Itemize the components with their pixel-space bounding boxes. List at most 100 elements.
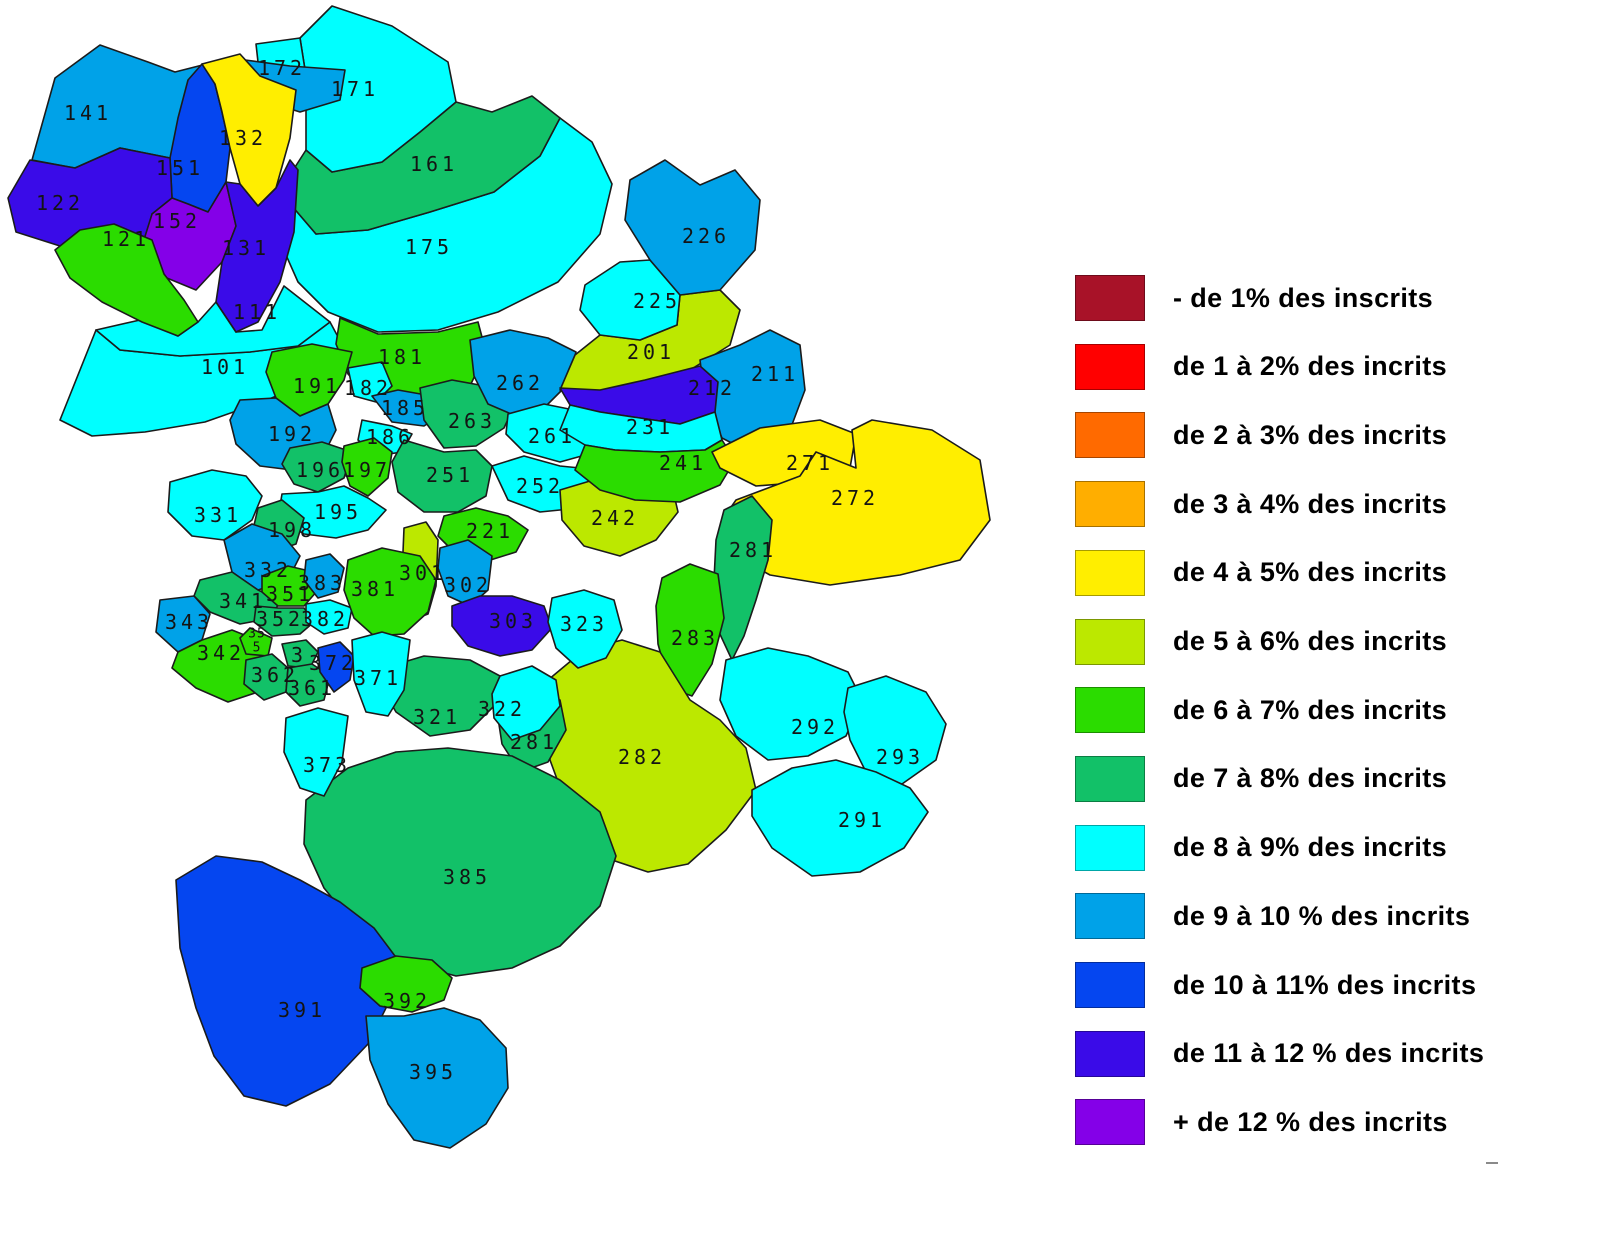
district-label-351: 351 xyxy=(266,582,314,606)
district-331 xyxy=(167,469,263,541)
district-label-185: 185 xyxy=(381,396,429,420)
district-label-262: 262 xyxy=(496,371,544,395)
district-382 xyxy=(305,599,353,635)
district-label-242: 242 xyxy=(591,506,639,530)
district-label-141: 141 xyxy=(64,101,112,125)
district-label-161: 161 xyxy=(410,152,458,176)
district-121 xyxy=(54,223,199,337)
district-label-225: 225 xyxy=(633,289,681,313)
district-label-192: 192 xyxy=(268,422,316,446)
district-label-383: 383 xyxy=(298,571,346,595)
district-label-182: 182 xyxy=(344,376,392,400)
district-label-381: 381 xyxy=(351,577,399,601)
district-291 xyxy=(751,759,929,877)
district-226 xyxy=(624,159,761,296)
district-381 xyxy=(343,547,437,637)
district-label-331: 331 xyxy=(194,503,242,527)
district-197 xyxy=(341,437,393,497)
district-171 xyxy=(299,5,457,173)
stray-mark xyxy=(1486,1162,1498,1164)
district-label-382: 382 xyxy=(301,607,349,631)
district-281-north xyxy=(713,495,773,661)
district-label-186: 186 xyxy=(366,425,414,449)
district-label-101: 101 xyxy=(201,355,249,379)
district-label-302: 302 xyxy=(444,573,492,597)
district-355 xyxy=(239,627,273,657)
district-label-371: 371 xyxy=(354,666,402,690)
district-label-252: 252 xyxy=(516,474,564,498)
district-label-342: 342 xyxy=(197,641,245,665)
district-label-197: 197 xyxy=(343,458,391,482)
district-label-372: 372 xyxy=(309,651,357,675)
district-label-391: 391 xyxy=(278,998,326,1022)
district-label-283: 283 xyxy=(671,626,719,650)
district-363 xyxy=(281,639,319,669)
district-361 xyxy=(285,663,331,707)
district-303 xyxy=(451,595,553,657)
district-label-121: 121 xyxy=(102,227,150,251)
district-label-352: 352 xyxy=(256,607,304,631)
district-322 xyxy=(491,665,561,741)
district-label-373: 373 xyxy=(303,753,351,777)
district-label-323: 323 xyxy=(560,612,608,636)
district-label-363: 3 xyxy=(291,643,307,667)
district-label-201: 201 xyxy=(627,340,675,364)
district-label-111: 111 xyxy=(233,300,281,324)
district-373 xyxy=(283,707,349,797)
district-label-171: 171 xyxy=(331,77,379,101)
district-label-212: 212 xyxy=(688,376,736,400)
district-label-172: 172 xyxy=(258,56,306,80)
district-283 xyxy=(655,563,725,697)
district-label-272: 272 xyxy=(831,486,879,510)
district-label-211: 211 xyxy=(751,362,799,386)
district-label-292: 292 xyxy=(791,715,839,739)
district-371 xyxy=(351,631,411,717)
district-293 xyxy=(843,675,947,785)
district-label-198: 198 xyxy=(268,518,316,542)
district-label-392: 392 xyxy=(383,989,431,1013)
district-label-303: 303 xyxy=(489,609,537,633)
district-label-132: 132 xyxy=(219,126,267,150)
district-label-281-south: 281 xyxy=(510,730,558,754)
district-label-322: 322 xyxy=(478,697,526,721)
district-label-221: 221 xyxy=(466,519,514,543)
district-395 xyxy=(365,1007,509,1149)
district-372 xyxy=(317,641,355,693)
district-323 xyxy=(547,589,623,669)
district-label-362: 362 xyxy=(251,663,299,687)
district-262 xyxy=(469,329,577,417)
district-label-332: 332 xyxy=(244,558,292,582)
district-label-151: 151 xyxy=(156,156,204,180)
district-label-395: 395 xyxy=(409,1060,457,1084)
district-label-196: 196 xyxy=(296,458,344,482)
district-label-251: 251 xyxy=(426,463,474,487)
district-label-385: 385 xyxy=(443,865,491,889)
district-352 xyxy=(253,605,315,637)
district-label-231: 231 xyxy=(626,415,674,439)
district-383 xyxy=(303,553,345,599)
district-225 xyxy=(579,259,681,341)
district-label-181: 181 xyxy=(378,345,426,369)
district-label-361: 361 xyxy=(288,676,336,700)
district-131 xyxy=(215,159,299,333)
district-label-355: 35 5 xyxy=(248,627,266,656)
district-392 xyxy=(359,955,453,1013)
district-label-226: 226 xyxy=(682,224,730,248)
district-label-175: 175 xyxy=(405,235,453,259)
district-label-263: 263 xyxy=(448,409,496,433)
district-label-261: 261 xyxy=(528,424,576,448)
district-label-152: 152 xyxy=(153,209,201,233)
district-label-241: 241 xyxy=(659,451,707,475)
district-196 xyxy=(281,441,353,493)
district-label-281-north: 281 xyxy=(729,538,777,562)
district-label-293: 293 xyxy=(876,745,924,769)
district-label-341: 341 xyxy=(219,589,267,613)
district-label-291: 291 xyxy=(838,808,886,832)
district-label-321: 321 xyxy=(413,705,461,729)
district-label-301: 301 xyxy=(399,561,447,585)
district-label-271: 271 xyxy=(786,451,834,475)
district-292 xyxy=(719,647,863,761)
district-label-191: 191 xyxy=(293,374,341,398)
